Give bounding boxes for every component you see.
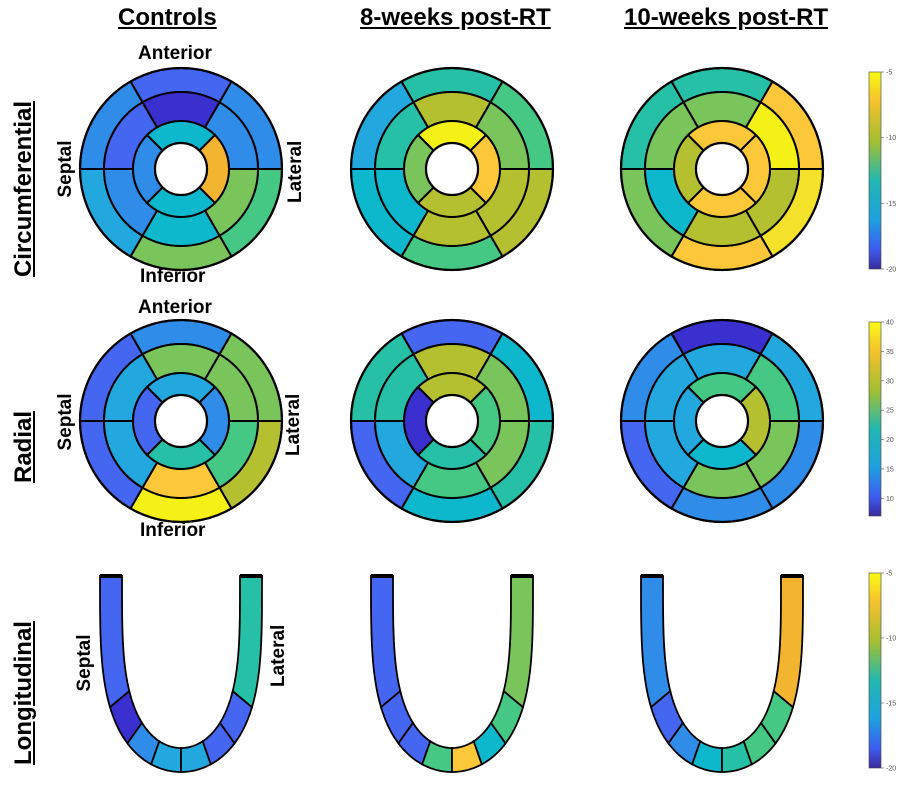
longitudinal-segment <box>640 575 672 709</box>
column-title-10-weeks: 10-weeks post-RT <box>624 4 829 31</box>
bullseye-outline <box>78 318 284 524</box>
label-inferior-radial: Inferior <box>140 520 206 541</box>
colorbar-tick-label: -15 <box>886 701 896 708</box>
longitudinal-segment <box>370 575 402 709</box>
colorbar-tick-label: -5 <box>886 70 892 77</box>
colorbar-radial: 40 35 30 25 20 15 10 <box>868 320 894 517</box>
bullseye-center-hole <box>424 393 480 449</box>
colorbar-gradient <box>868 321 882 517</box>
colorbar-tick-label: 35 <box>886 349 894 356</box>
bullseye-circ-10-weeks <box>619 66 825 272</box>
colorbar-circumferential: -5 -10 -15 -20 <box>868 70 896 274</box>
bullseye-radial-8-weeks <box>349 318 555 524</box>
label-anterior-radial: Anterior <box>138 297 212 318</box>
colorbar-tick-label: 40 <box>886 320 894 327</box>
longitudinal-8-weeks <box>370 574 534 773</box>
bullseye-outline <box>619 66 825 272</box>
label-anterior-circ: Anterior <box>138 43 212 64</box>
bullseye-circ-8-weeks <box>349 66 555 272</box>
bullseye-center-hole <box>694 393 750 449</box>
bullseye-center-hole <box>153 141 209 197</box>
colorbar-gradient <box>868 572 882 769</box>
bullseye-radial-10-weeks <box>619 318 825 524</box>
colorbar-tick-label: 25 <box>886 408 894 415</box>
longitudinal-segment <box>772 575 804 709</box>
colorbar-tick-label: -20 <box>886 766 896 773</box>
longitudinal-segment <box>502 575 534 709</box>
colorbar-tick-label: -20 <box>886 267 896 274</box>
longitudinal-10-weeks <box>640 574 804 773</box>
colorbar-gradient <box>868 71 882 270</box>
bullseye-circ-controls <box>78 66 284 272</box>
label-inferior-circ: Inferior <box>140 266 206 287</box>
bullseye-outline <box>78 66 284 272</box>
colorbar-tick-label: 15 <box>886 466 894 473</box>
colorbar-tick-label: -10 <box>886 636 896 643</box>
colorbar-tick-label: 20 <box>886 437 894 444</box>
bullseye-radial-controls <box>78 318 284 524</box>
bullseye-outline <box>349 66 555 272</box>
bullseye-center-hole <box>694 141 750 197</box>
colorbar-tick-label: 30 <box>886 378 894 385</box>
column-title-controls: Controls <box>118 4 217 31</box>
bullseye-center-hole <box>424 141 480 197</box>
longitudinal-segment <box>231 575 263 709</box>
colorbar-longitudinal: -5 -10 -15 -20 <box>868 571 896 773</box>
column-title-8-weeks: 8-weeks post-RT <box>360 4 551 31</box>
colorbar-tick-label: 10 <box>886 496 894 503</box>
colorbar-tick-label: -5 <box>886 571 892 578</box>
longitudinal-controls <box>99 574 263 773</box>
bullseye-outline <box>619 318 825 524</box>
longitudinal-segment <box>99 575 131 709</box>
colorbar-tick-label: -15 <box>886 201 896 208</box>
bullseye-outline <box>349 318 555 524</box>
colorbar-tick-label: -10 <box>886 135 896 142</box>
bullseye-center-hole <box>153 393 209 449</box>
